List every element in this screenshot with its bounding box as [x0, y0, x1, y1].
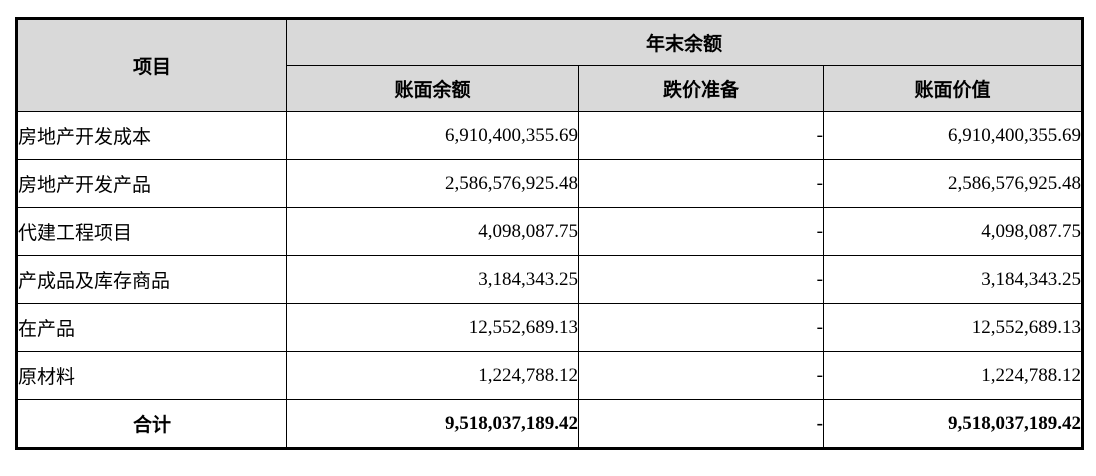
book-balance-value: 6,910,400,355.69: [286, 111, 579, 160]
table-row: 产成品及库存商品 3,184,343.25 - 3,184,343.25: [16, 255, 1084, 304]
item-name: 原材料: [16, 351, 287, 400]
impairment-value: -: [578, 207, 824, 256]
total-label: 合计: [16, 399, 287, 449]
table-row: 原材料 1,224,788.12 - 1,224,788.12: [16, 351, 1084, 400]
col-header-item: 项目: [16, 18, 287, 112]
col-header-book-balance: 账面余额: [286, 65, 579, 112]
book-balance-value: 4,098,087.75: [286, 207, 579, 256]
book-balance-value: 3,184,343.25: [286, 255, 579, 304]
book-value: 2,586,576,925.48: [822, 159, 1084, 208]
impairment-value: -: [578, 111, 824, 160]
book-value: 3,184,343.25: [822, 255, 1084, 304]
impairment-value: -: [578, 351, 824, 400]
table-row: 房地产开发产品 2,586,576,925.48 - 2,586,576,925…: [16, 159, 1084, 208]
item-name: 房地产开发产品: [16, 159, 287, 208]
inventory-balance-table: 项目 年末余额 账面余额 跌价准备 账面价值 房地产开发成本 6,910,400…: [15, 17, 1085, 450]
item-name: 产成品及库存商品: [16, 255, 287, 304]
total-book-value: 9,518,037,189.42: [822, 399, 1084, 449]
item-name: 房地产开发成本: [16, 111, 287, 160]
total-impairment: -: [578, 399, 824, 449]
impairment-value: -: [578, 303, 824, 352]
item-name: 在产品: [16, 303, 287, 352]
book-value: 6,910,400,355.69: [822, 111, 1084, 160]
impairment-value: -: [578, 159, 824, 208]
header-row-group: 项目 年末余额: [16, 18, 1084, 112]
book-balance-value: 1,224,788.12: [286, 351, 579, 400]
book-balance-value: 12,552,689.13: [286, 303, 579, 352]
header-row-sub: 账面余额 跌价准备 账面价值: [17, 65, 1084, 112]
book-balance-value: 2,586,576,925.48: [286, 159, 579, 208]
book-value: 12,552,689.13: [822, 303, 1084, 352]
item-name: 代建工程项目: [16, 207, 287, 256]
table-total-row: 合计 9,518,037,189.42 - 9,518,037,189.42: [16, 399, 1084, 449]
book-value: 1,224,788.12: [822, 351, 1084, 400]
book-value: 4,098,087.75: [822, 207, 1084, 256]
table-row: 代建工程项目 4,098,087.75 - 4,098,087.75: [16, 207, 1084, 256]
total-book-balance: 9,518,037,189.42: [286, 399, 579, 449]
col-header-year-end-balance: 年末余额: [285, 18, 1084, 66]
impairment-value: -: [578, 255, 824, 304]
col-header-book-value: 账面价值: [822, 65, 1084, 112]
col-header-impairment-provision: 跌价准备: [578, 65, 824, 112]
table-row: 在产品 12,552,689.13 - 12,552,689.13: [16, 303, 1084, 352]
table-row: 房地产开发成本 6,910,400,355.69 - 6,910,400,355…: [16, 111, 1084, 160]
